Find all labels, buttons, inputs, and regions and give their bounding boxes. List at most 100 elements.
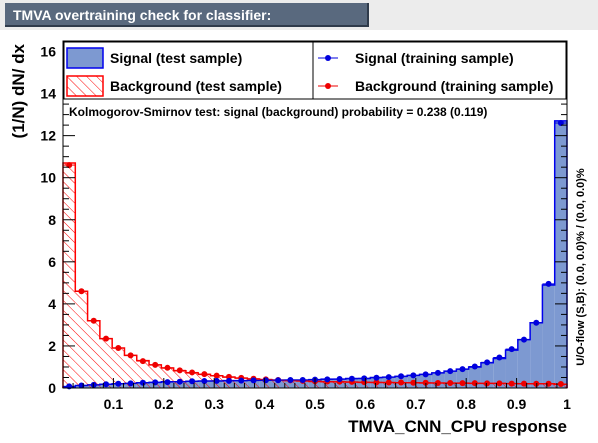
background-test-bar <box>358 382 371 388</box>
background-training-point <box>189 369 196 376</box>
background-training-point <box>447 379 454 386</box>
background-training-point <box>398 379 405 386</box>
background-test-bar <box>124 355 137 388</box>
background-test-bar <box>333 381 346 388</box>
signal-training-point <box>410 372 417 379</box>
background-training-point <box>139 358 146 365</box>
signal-test-bar <box>530 322 543 388</box>
signal-training-point <box>275 377 282 384</box>
legend-background-test-swatch <box>66 75 104 97</box>
background-training-point <box>115 345 122 352</box>
y-tick-label: 10 <box>40 170 56 186</box>
background-test-bar <box>271 380 285 388</box>
y-tick-label: 12 <box>40 128 56 144</box>
signal-test-bar <box>480 362 494 388</box>
background-test-bar <box>247 378 260 388</box>
x-tick-label: 0.6 <box>356 396 376 412</box>
background-training-point <box>164 364 171 371</box>
y-tick-label: 14 <box>40 86 56 102</box>
background-training-point <box>213 372 220 379</box>
overflow-label: U/O-flow (S,B): (0.0, 0.0)% / (0.0, 0.0)… <box>575 168 587 366</box>
background-training-point <box>508 380 515 387</box>
signal-training-point <box>225 377 232 384</box>
y-tick-label: 6 <box>48 254 56 270</box>
background-test-bar <box>284 380 297 388</box>
background-test-bar <box>321 381 334 388</box>
signal-training-point <box>434 369 441 376</box>
signal-training-point <box>545 280 552 287</box>
y-tick-label: 4 <box>48 296 56 312</box>
background-test-bar <box>87 320 100 388</box>
signal-training-point <box>447 368 454 375</box>
background-training-point <box>90 317 97 324</box>
background-test-bar <box>99 338 113 388</box>
legend-background-train-label: Background (training sample) <box>355 78 553 94</box>
signal-training-point <box>496 354 503 361</box>
signal-test-bar <box>493 358 506 388</box>
y-axis-label: (1/N) dN/ dx <box>9 43 28 138</box>
background-training-point <box>410 379 417 386</box>
signal-training-point <box>373 374 380 381</box>
x-tick-label: 0.7 <box>406 396 426 412</box>
signal-training-point <box>287 377 294 384</box>
background-test-bar <box>112 348 125 388</box>
background-training-point <box>557 381 564 388</box>
legend-signal-test-label: Signal (test sample) <box>110 50 242 66</box>
legend-background-train-marker <box>325 83 331 89</box>
background-training-point <box>176 367 183 374</box>
background-training-point <box>520 380 527 387</box>
signal-training-point <box>508 346 515 353</box>
background-training-point <box>459 380 466 387</box>
background-training-point <box>484 380 491 387</box>
legend-signal-train-marker <box>325 55 331 61</box>
ks-test-text: Kolmogorov-Smirnov test: signal (backgro… <box>69 105 487 119</box>
signal-training-point <box>533 319 540 326</box>
x-tick-label: 0.5 <box>305 396 325 412</box>
background-training-point <box>127 352 134 359</box>
signal-training-point <box>103 381 110 388</box>
background-training-point <box>471 380 478 387</box>
background-training-point <box>152 361 159 368</box>
signal-training-point <box>361 375 368 382</box>
signal-test-bar <box>505 350 518 388</box>
signal-training-point <box>250 377 257 384</box>
signal-training-point <box>459 366 466 373</box>
signal-training-point <box>115 380 122 387</box>
x-tick-label: 0.8 <box>456 396 476 412</box>
background-test-bar <box>296 381 309 388</box>
signal-training-point <box>152 379 159 386</box>
signal-training-point <box>164 379 171 386</box>
signal-training-point <box>385 374 392 381</box>
background-training-point <box>385 379 392 386</box>
background-test-bar <box>161 368 174 388</box>
y-tick-label: 16 <box>40 44 56 60</box>
background-training-point <box>496 380 503 387</box>
signal-training-point <box>189 378 196 385</box>
signal-training-point <box>557 120 564 127</box>
signal-training-point <box>238 377 245 384</box>
y-tick-label: 2 <box>48 338 56 354</box>
y-tick-label: 8 <box>48 212 56 228</box>
background-training-point <box>103 335 110 342</box>
background-test-bar <box>63 162 76 388</box>
background-test-bar <box>259 379 272 388</box>
signal-test-bar <box>517 339 531 388</box>
x-tick-label: 0.2 <box>154 396 174 412</box>
signal-training-point <box>422 371 429 378</box>
background-test-bar <box>136 360 150 388</box>
background-training-point <box>201 371 208 378</box>
background-training-point <box>373 379 380 386</box>
background-training-point <box>78 288 85 295</box>
signal-test-bar <box>542 284 555 388</box>
legend-signal-train-label: Signal (training sample) <box>355 50 514 66</box>
signal-training-point <box>201 378 208 385</box>
signal-training-point <box>520 336 527 343</box>
background-test-bar <box>75 291 88 388</box>
x-tick-label: 0.4 <box>255 396 275 412</box>
legend-box-test <box>63 41 314 100</box>
x-tick-label: 1 <box>563 396 571 412</box>
background-test-bar <box>345 382 359 388</box>
signal-training-point <box>398 373 405 380</box>
legend-signal-test-swatch <box>66 47 104 69</box>
